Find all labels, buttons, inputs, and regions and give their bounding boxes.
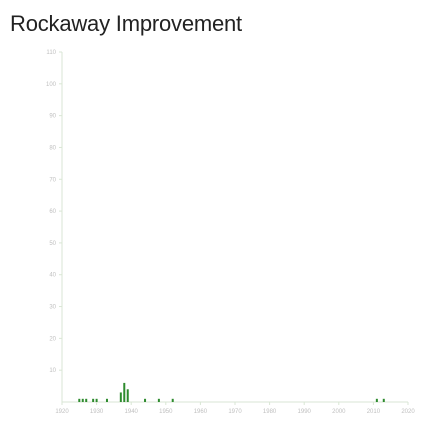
x-tick-label: 1940 — [125, 409, 139, 415]
y-tick-label: 60 — [49, 209, 56, 215]
x-tick-label: 1960 — [194, 409, 208, 415]
y-tick-label: 20 — [49, 336, 56, 342]
y-tick-label: 70 — [49, 177, 56, 183]
bar — [119, 392, 122, 402]
y-tick-label: 50 — [49, 241, 56, 247]
y-tick-label: 10 — [49, 368, 56, 374]
bar — [126, 389, 129, 402]
bar — [123, 382, 126, 402]
x-tick-label: 1980 — [263, 409, 277, 415]
bar — [92, 398, 95, 402]
y-tick-label: 30 — [49, 305, 56, 311]
y-tick-label: 100 — [46, 82, 57, 88]
y-tick-label: 40 — [49, 273, 56, 279]
page-title: Rockaway Improvement — [10, 11, 242, 36]
bars — [78, 382, 385, 402]
x-tick-label: 1950 — [159, 409, 173, 415]
bar — [157, 398, 160, 402]
bar — [144, 398, 147, 402]
bar — [85, 398, 88, 402]
x-tick-label: 2010 — [367, 409, 381, 415]
x-tick-label: 1990 — [298, 409, 312, 415]
x-axis: 1920 1930 1940 1950 1960 1970 1980 1990 2000 2010… — [55, 401, 415, 415]
x-tick-label: 1970 — [228, 409, 242, 415]
bar — [171, 398, 174, 402]
bar — [382, 398, 385, 402]
bar — [78, 398, 81, 402]
x-tick-label: 1920 — [55, 409, 69, 415]
bar — [95, 398, 98, 402]
y-tick-label: 80 — [49, 145, 56, 151]
bar — [81, 398, 84, 402]
bar — [105, 398, 108, 402]
y-tick-label: 90 — [49, 114, 56, 120]
y-axis: 10 20 30 40 50 60 70 80 90 100 110 — [46, 50, 63, 402]
x-tick-label: 2000 — [332, 409, 346, 415]
x-tick-label: 1930 — [90, 409, 104, 415]
bar — [375, 398, 378, 402]
x-tick-label: 2020 — [401, 409, 415, 415]
y-tick-label: 110 — [46, 50, 56, 56]
